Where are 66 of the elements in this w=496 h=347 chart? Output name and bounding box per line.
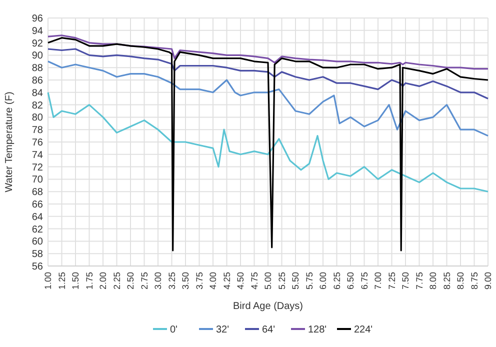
x-tick-label: 2.25 xyxy=(112,272,122,290)
y-tick-label: 90 xyxy=(32,50,44,62)
x-tick-label: 2.00 xyxy=(98,272,108,290)
x-tick-label: 7.00 xyxy=(373,272,384,290)
x-tick-label: 2.75 xyxy=(139,272,150,290)
legend-label: 64' xyxy=(262,324,276,336)
x-tick-label: 8.50 xyxy=(456,272,466,290)
x-tick-label: 6.50 xyxy=(346,272,356,290)
x-tick-label: 6.00 xyxy=(318,272,328,290)
y-tick-label: 68 xyxy=(32,187,44,198)
x-tick-label: 9.00 xyxy=(483,272,494,290)
y-tick-label: 96 xyxy=(32,14,44,24)
x-tick-label: 2.50 xyxy=(126,272,136,290)
legend-label: 32' xyxy=(216,324,230,336)
x-tick-label: 1.50 xyxy=(70,272,81,290)
x-tick-label: 3.00 xyxy=(153,272,164,290)
y-tick-label: 88 xyxy=(32,63,44,74)
x-tick-label: 3.25 xyxy=(166,272,177,290)
x-tick-label: 6.75 xyxy=(359,272,370,290)
y-tick-label: 84 xyxy=(32,88,44,99)
y-tick-label: 56 xyxy=(32,262,44,272)
x-tick-label: 4.75 xyxy=(249,272,260,290)
y-tick-label: 66 xyxy=(32,200,44,210)
x-tick-label: 8.25 xyxy=(442,272,452,290)
x-tick-label: 7.50 xyxy=(400,272,411,290)
x-tick-label: 3.50 xyxy=(180,272,191,290)
x-tick-label: 3.75 xyxy=(194,272,204,290)
y-tick-label: 94 xyxy=(32,26,44,37)
y-tick-label: 78 xyxy=(32,125,44,136)
y-tick-label: 60 xyxy=(32,236,44,248)
x-tick-label: 8.75 xyxy=(469,272,480,290)
y-tick-label: 76 xyxy=(32,138,44,148)
y-tick-label: 62 xyxy=(32,224,44,236)
x-tick-label: 1.75 xyxy=(84,272,94,290)
y-tick-label: 74 xyxy=(32,150,44,161)
x-tick-label: 4.50 xyxy=(236,272,246,290)
legend-label: 0' xyxy=(170,324,178,336)
x-tick-label: 5.25 xyxy=(276,272,287,290)
x-tick-label: 4.25 xyxy=(222,272,232,290)
y-axis-title: Water Temperature (F) xyxy=(4,92,15,192)
x-tick-label: 7.75 xyxy=(414,272,424,290)
line-series xyxy=(47,37,489,252)
y-tick-label: 70 xyxy=(32,174,44,186)
y-tick-label: 80 xyxy=(32,112,44,124)
y-tick-label: 82 xyxy=(32,100,44,112)
line-series xyxy=(47,48,489,100)
y-tick-label: 92 xyxy=(32,38,44,50)
y-tick-label: 86 xyxy=(32,76,44,86)
x-tick-label: 6.25 xyxy=(332,272,342,290)
line-series xyxy=(47,60,489,137)
x-tick-label: 5.00 xyxy=(263,272,274,290)
x-tick-label: 5.50 xyxy=(290,272,301,290)
legend-label: 128' xyxy=(308,324,327,336)
x-tick-label: 5.75 xyxy=(304,272,314,290)
x-axis-title: Bird Age (Days) xyxy=(232,301,304,312)
y-tick-label: 58 xyxy=(32,249,44,260)
y-tick-label: 72 xyxy=(32,162,44,174)
line-series xyxy=(47,92,489,192)
line-series xyxy=(47,34,489,70)
x-tick-label: 8.00 xyxy=(428,272,438,290)
x-tick-label: 1.00 xyxy=(43,272,54,290)
legend-label: 224' xyxy=(354,324,373,336)
x-tick-label: 1.25 xyxy=(56,272,67,290)
x-tick-label: 4.00 xyxy=(208,272,218,290)
x-tick-label: 7.25 xyxy=(386,272,397,290)
y-tick-label: 64 xyxy=(32,212,44,223)
